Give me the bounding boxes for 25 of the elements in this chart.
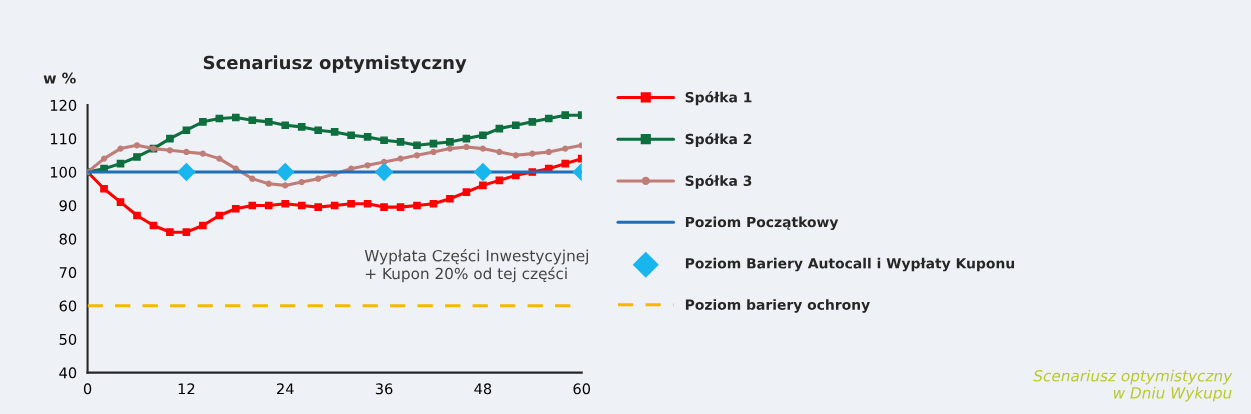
- legend-label: Spółka 2: [685, 132, 752, 147]
- chart-title: Scenariusz optymistyczny: [203, 55, 467, 73]
- y-tick-label: 60: [59, 300, 77, 312]
- x-tick-label: 24: [277, 383, 294, 395]
- y-tick-label: 110: [50, 133, 77, 145]
- legend-label: Poziom Początkowy: [685, 216, 839, 231]
- legend-label: Poziom Bariery Autocall i Wypłaty Kuponu: [685, 257, 1015, 272]
- x-tick-label: 12: [178, 383, 195, 395]
- y-tick-label: 90: [59, 200, 77, 212]
- x-tick-label: 36: [375, 383, 393, 395]
- x-tick-label: 60: [573, 383, 591, 395]
- y-tick-label: 80: [59, 233, 77, 245]
- x-tick-label: 0: [83, 383, 92, 395]
- x-tick-label: 48: [474, 383, 492, 395]
- y-tick-label: 120: [50, 99, 77, 111]
- legend-label: Spółka 1: [685, 91, 752, 106]
- annotation: Wypłata Części Inwestycyjnej + Kupon 20% od tej części: [364, 249, 588, 283]
- y-tick-label: 100: [50, 166, 77, 178]
- y-tick-label: 70: [59, 267, 77, 279]
- y-tick-label: 50: [59, 333, 77, 345]
- text: Scenariusz optymistyczny w Dniu Wykupu: [1033, 369, 1233, 402]
- y-tick-label: 40: [59, 367, 77, 379]
- legend-label: Poziom bariery ochrony: [685, 299, 870, 313]
- legend-label: Spółka 3: [685, 174, 752, 189]
- y-axis-title: w %: [43, 72, 76, 84]
